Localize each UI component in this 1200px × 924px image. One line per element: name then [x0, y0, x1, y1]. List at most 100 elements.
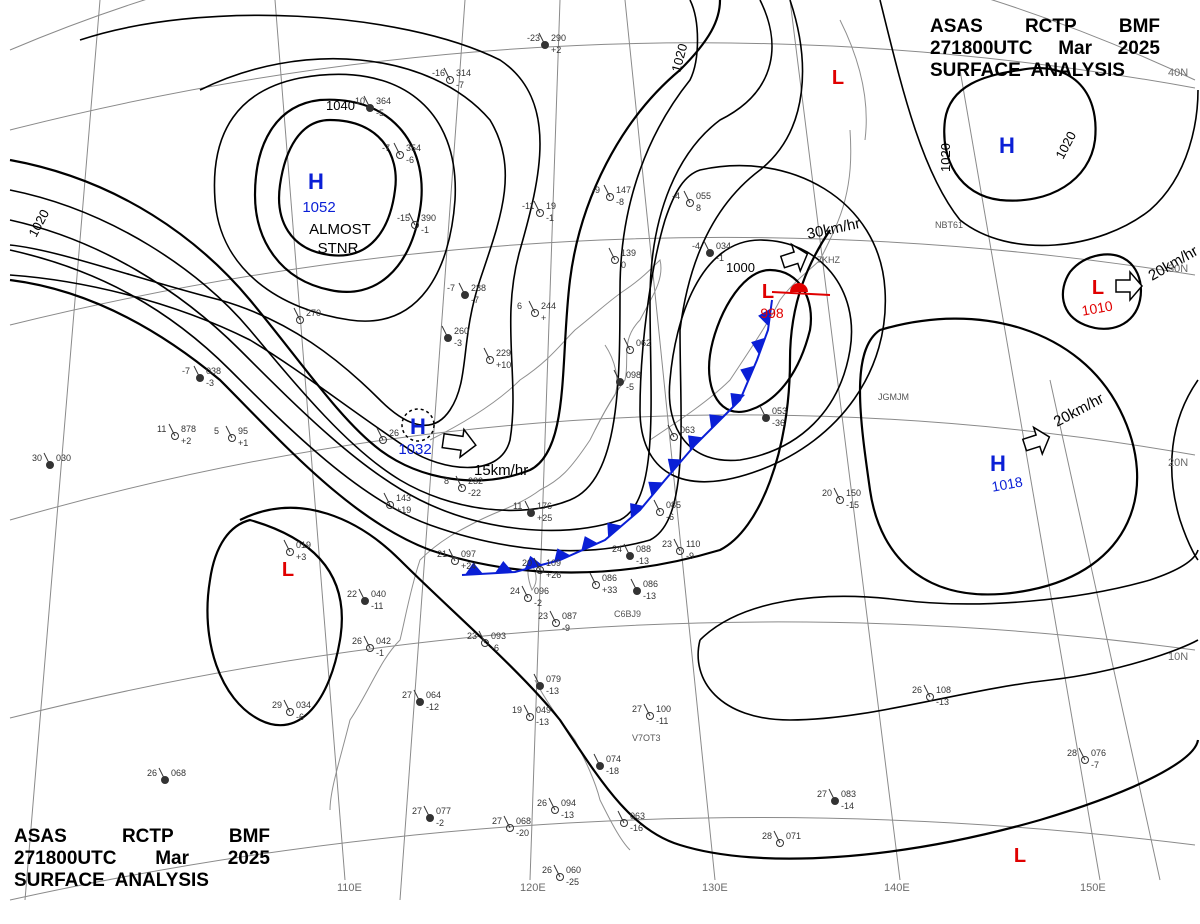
station-temperature: 6 [517, 301, 522, 311]
high-north-pacific-symbol: H [999, 133, 1015, 158]
station-tendency: -13 [936, 697, 949, 707]
station-temperature: 26 [912, 685, 922, 695]
station-temperature: 23 [467, 631, 477, 641]
station-tendency: -16 [630, 823, 643, 833]
station-pressure: 093 [491, 631, 506, 641]
lat-label-10n: 10N [1168, 651, 1188, 663]
cold-front-line [462, 300, 772, 575]
station-temperature: 20 [522, 558, 532, 568]
station-tendency: +3 [296, 552, 306, 562]
station-tendency: -6 [666, 512, 674, 522]
lon-label-140e: 140E [884, 882, 910, 894]
station-tendency: -3 [206, 378, 214, 388]
isobar-label-1000: 1000 [726, 260, 755, 275]
header-line-1: ASAS RCTP BMF [930, 16, 1160, 38]
station-tendency: +19 [396, 505, 411, 515]
header-title: SURFACE ANALYSIS [930, 60, 1125, 82]
station-temperature: 27 [402, 690, 412, 700]
station-temperature: -16 [432, 68, 445, 78]
isobar-label-1020-north: 1020 [668, 42, 690, 74]
cold-front-tooth [648, 482, 663, 496]
isobar-ring-f [10, 0, 802, 551]
station-pressure: 086 [602, 573, 617, 583]
isobar-south-east-2 [698, 640, 1198, 720]
cold-front-tooth [581, 536, 597, 550]
station-pressure: 139 [621, 248, 636, 258]
station-pressure: 034 [716, 241, 731, 251]
station-tendency: -22 [468, 488, 481, 498]
station-temperature: -23 [527, 33, 540, 43]
station-temperature: 23 [662, 539, 672, 549]
station-temperature: -7 [447, 283, 455, 293]
station-temperature: -11 [522, 201, 534, 211]
latitude-line-10n [10, 622, 1195, 718]
station-temperature: -10 [352, 96, 365, 106]
station-pressure: 354 [406, 143, 421, 153]
station-temperature: 27 [817, 789, 827, 799]
arrow-west-pacific [1020, 424, 1053, 459]
ship-label: V7OT3 [632, 733, 661, 743]
warm-front [772, 283, 830, 295]
station-temperature: 28 [1067, 748, 1077, 758]
station-pressure: 053 [772, 406, 787, 416]
station-pressure: 049 [536, 705, 551, 715]
station-tendency: -25 [566, 877, 579, 887]
station-pressure: 038 [206, 366, 221, 376]
station-pressure: 270 [306, 308, 321, 318]
station-temperature: 30 [32, 453, 42, 463]
lon-label-110e: 110E [337, 882, 362, 894]
station-temperature: 22 [347, 589, 357, 599]
station-temperature: 24 [612, 544, 622, 554]
station-plot: 143+19 [384, 493, 411, 515]
low-east-pressure: 1010 [1080, 297, 1114, 318]
station-pressure: 098 [626, 370, 641, 380]
cold-front-tooth [688, 435, 703, 450]
latitude-line-30n [10, 237, 1195, 325]
station-tendency: -1 [421, 225, 429, 235]
station-pressure: 040 [371, 589, 386, 599]
isobar-ring-c [10, 0, 720, 480]
station-pressure: 260 [454, 326, 469, 336]
station-tendency: -12 [426, 702, 439, 712]
header-product: ASAS [930, 16, 983, 38]
station-temperature: 23 [538, 611, 548, 621]
low-sakhalin-symbol: L [832, 67, 844, 89]
station-tendency: -11 [656, 716, 668, 726]
station-tendency: -15 [846, 500, 859, 510]
high-mongolia-note-2: STNR [318, 240, 359, 257]
station-tendency: -20 [516, 828, 529, 838]
station-plot: 074-18 [594, 754, 621, 776]
header-code: BMF [229, 826, 270, 848]
isobar-far-east [1172, 380, 1198, 560]
station-tendency: +1 [238, 438, 248, 448]
ship-label: NBT61 [935, 220, 963, 230]
longitude-line-120e-b [530, 0, 560, 880]
station-pressure: 068 [171, 768, 186, 778]
station-plot: 229+10 [484, 348, 511, 370]
header-top-right: ASAS RCTP BMF 271800UTC Mar 2025 SURFACE… [930, 16, 1160, 82]
station-temperature: 27 [492, 816, 502, 826]
station-pressure: 176 [537, 501, 552, 511]
station-temperature: -4 [692, 241, 700, 251]
header-line-2: 271800UTC Mar 2025 [14, 848, 270, 870]
header-code: BMF [1119, 16, 1160, 38]
ship-label: C6BJ9 [614, 609, 641, 619]
high-mongolia-pressure: 1052 [302, 199, 335, 216]
station-tendency: -1 [376, 648, 384, 658]
station-temperature: -7 [182, 366, 190, 376]
station-temperature: 8 [444, 476, 449, 486]
lat-label-30n: 30N [1168, 263, 1188, 275]
header-month: Mar [1058, 38, 1092, 60]
station-pressure: 109 [546, 558, 561, 568]
station-tendency: -9 [686, 551, 694, 561]
station-pressure: 063 [680, 425, 695, 435]
